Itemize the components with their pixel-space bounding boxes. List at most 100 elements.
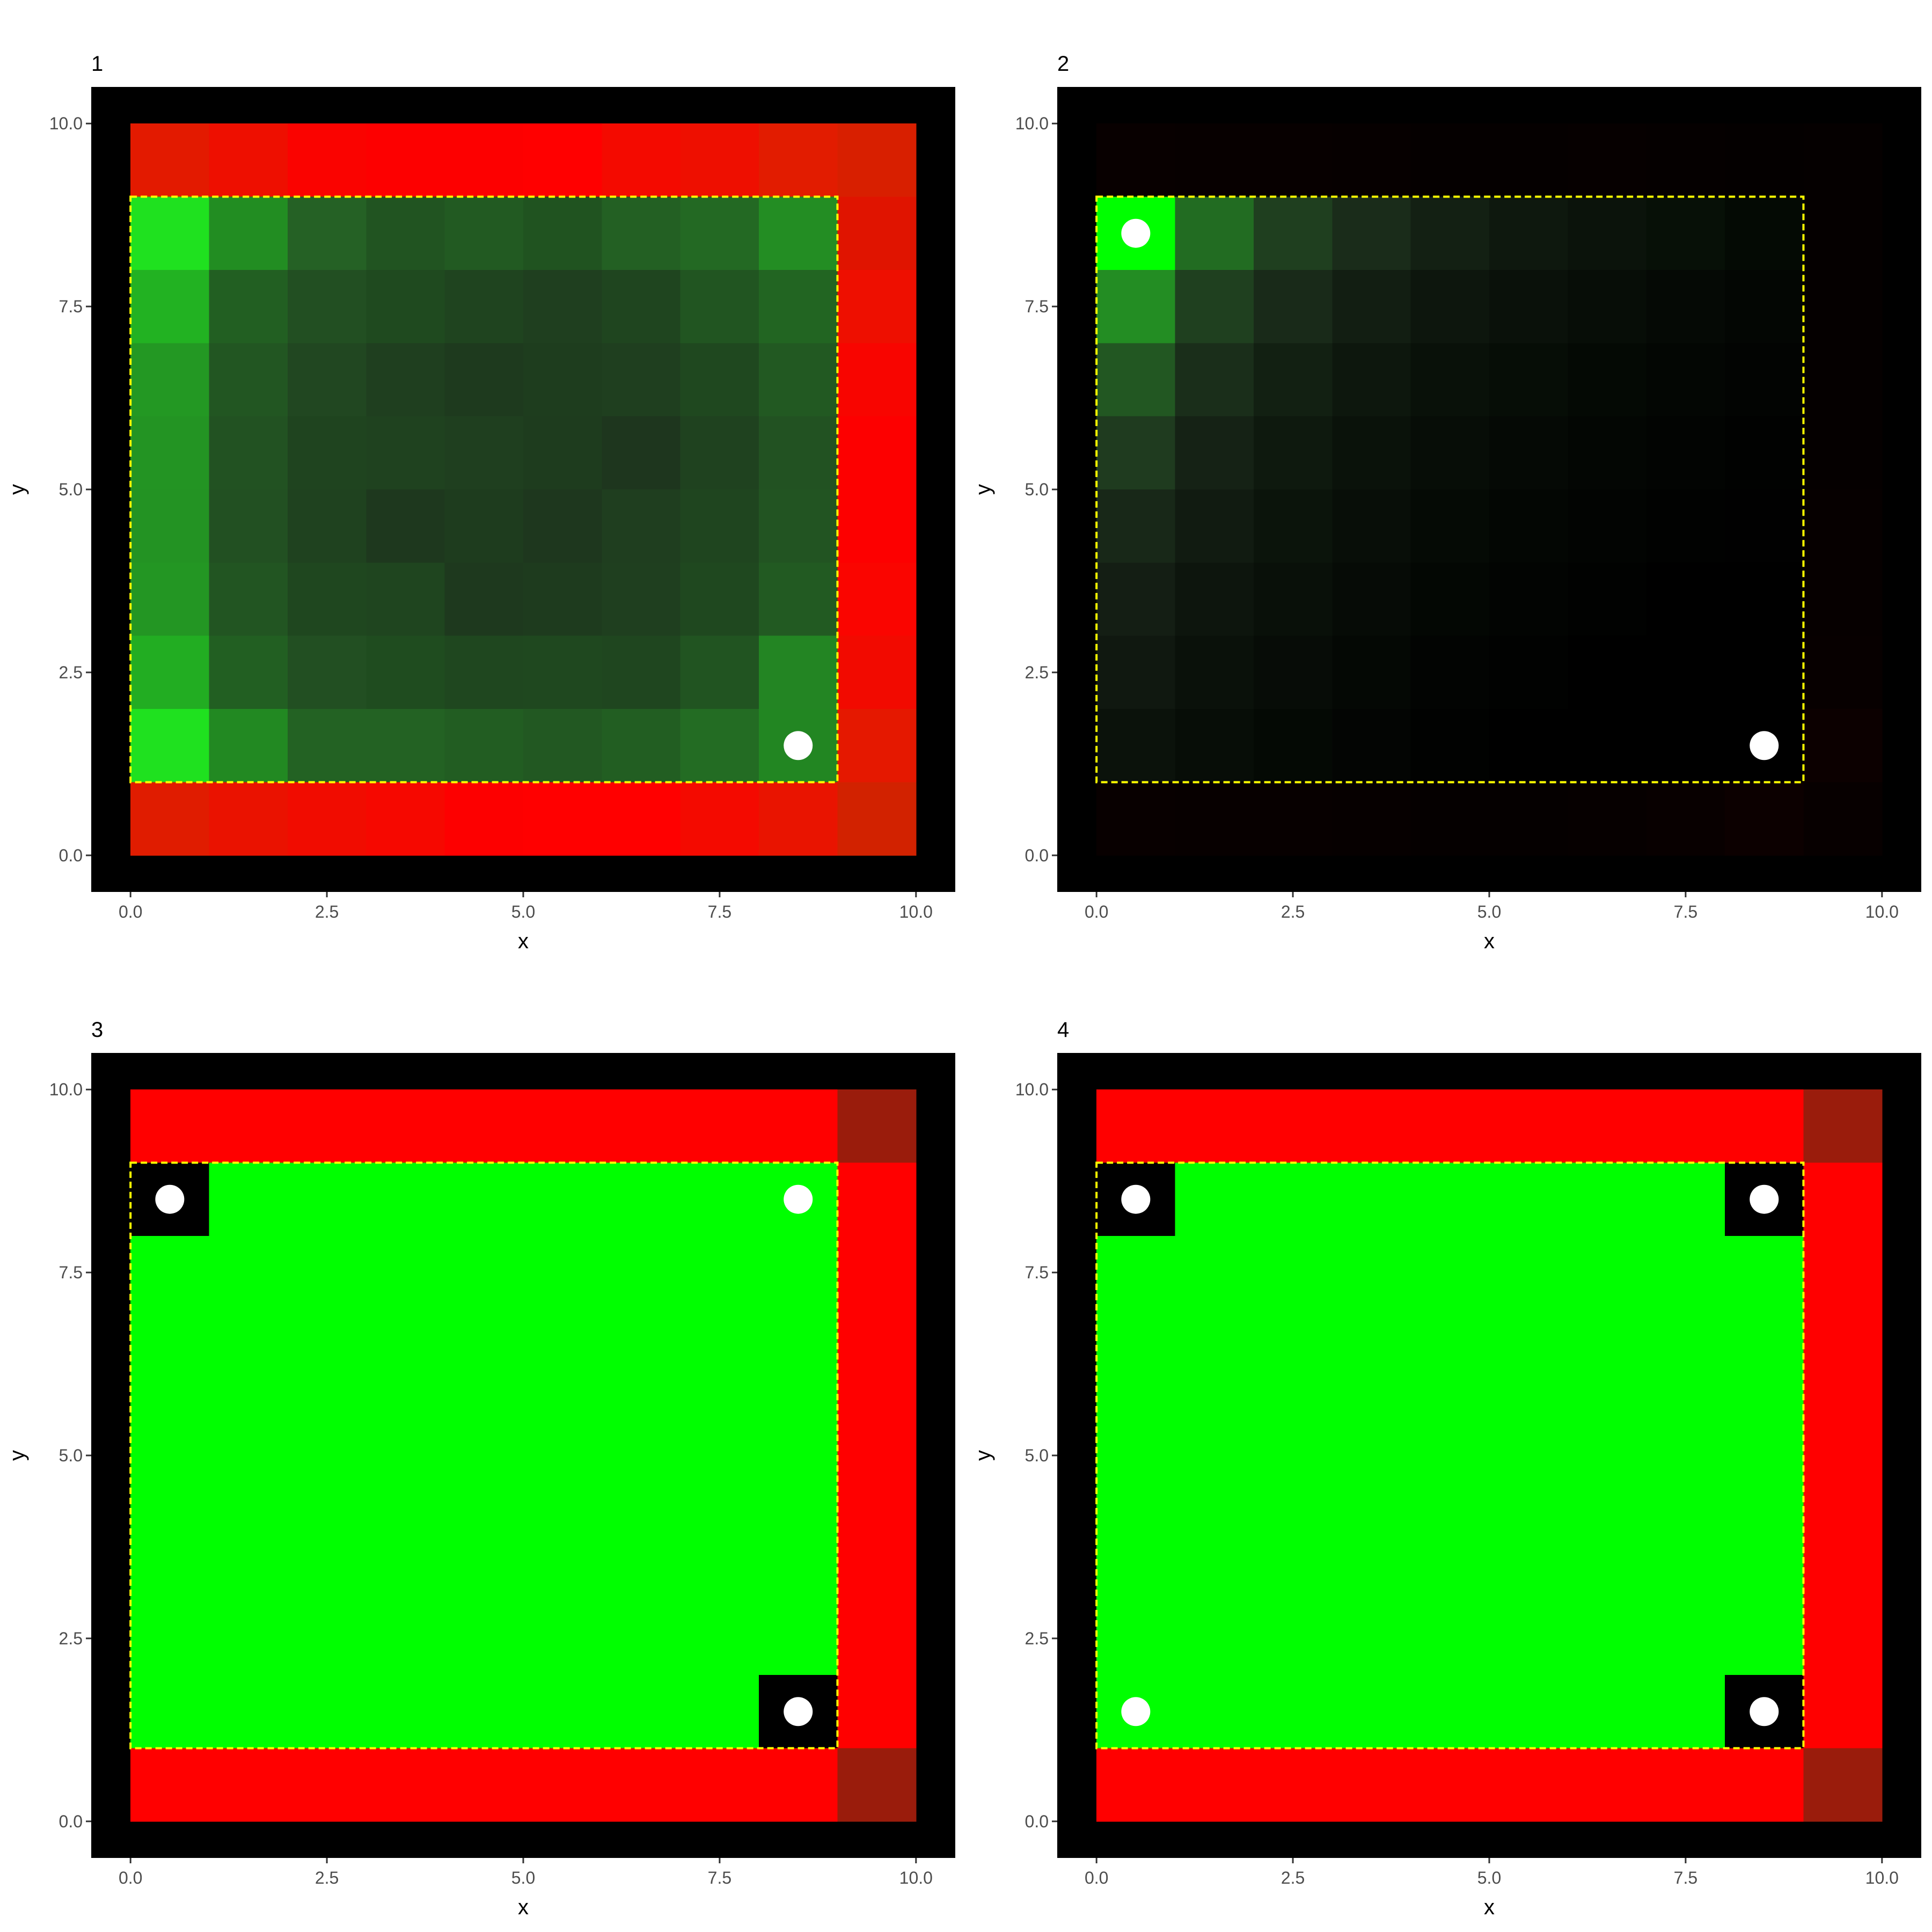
heatmap-cell [1253, 343, 1333, 417]
heatmap-cell [1253, 1675, 1333, 1749]
heatmap-cell [1410, 782, 1490, 856]
heatmap-cell [1489, 196, 1568, 270]
heatmap-cell [1803, 562, 1883, 636]
heatmap-cell [680, 1162, 759, 1236]
heatmap-cell [1253, 1382, 1333, 1456]
heatmap-cell [1489, 782, 1568, 856]
heatmap-cell [1489, 1235, 1568, 1309]
heatmap-cell [759, 416, 838, 490]
heatmap-cell [1253, 1455, 1333, 1529]
heatmap-cell [759, 1601, 838, 1675]
heatmap-cell [444, 1455, 524, 1529]
heatmap-cell [602, 123, 681, 197]
heatmap-cell [1253, 269, 1333, 343]
marker-point [1121, 1184, 1151, 1214]
heatmap-cell [1803, 269, 1883, 343]
y-tick-label: 2.5 [1025, 1629, 1049, 1648]
heatmap-cell [523, 562, 602, 636]
heatmap-cell [1803, 416, 1883, 490]
heatmap-cell [1646, 343, 1725, 417]
heatmap-cell [1410, 635, 1490, 709]
heatmap-cell [680, 635, 759, 709]
highlight-region [129, 195, 839, 784]
heatmap-cell [209, 1089, 288, 1163]
heatmap-cell [837, 1748, 917, 1822]
heatmap-cell [1646, 709, 1725, 783]
heatmap-cell [1175, 1748, 1254, 1822]
heatmap-cell [1175, 782, 1254, 856]
heatmap-cell [366, 343, 445, 417]
heatmap-cell [1568, 489, 1647, 563]
highlight-region [129, 1161, 839, 1750]
heatmap-cell [1489, 1748, 1568, 1822]
heatmap-cell [759, 123, 838, 197]
y-tick-label: 5.0 [59, 1446, 83, 1465]
heatmap-cell [444, 782, 524, 856]
heatmap-cell [209, 782, 288, 856]
heatmap-cell [209, 489, 288, 563]
heatmap-cell [1253, 1089, 1333, 1163]
highlight-region [1095, 1161, 1805, 1750]
heatmap-cell [1646, 1089, 1725, 1163]
marker-point [1121, 1697, 1151, 1726]
heatmap-cell [837, 562, 917, 636]
heatmap-cell [1489, 709, 1568, 783]
heatmap-cell [523, 635, 602, 709]
heatmap-cell [209, 343, 288, 417]
heatmap-cell [287, 782, 367, 856]
heatmap-cell [287, 1675, 367, 1749]
heatmap-cell [1568, 1089, 1647, 1163]
heatmap-cell [1253, 416, 1333, 490]
heatmap-cell [1725, 1601, 1804, 1675]
heatmap-cell [209, 1601, 288, 1675]
x-tick-label: 5.0 [1477, 1868, 1501, 1887]
heatmap-cell [444, 562, 524, 636]
heatmap-cell [1646, 635, 1725, 709]
heatmap-cell [287, 635, 367, 709]
heatmap-cell [444, 343, 524, 417]
heatmap-cell [1803, 1748, 1883, 1822]
heatmap-cell [680, 1382, 759, 1456]
y-tick-label: 0.0 [1025, 1812, 1049, 1831]
heatmap-cell [1096, 1089, 1176, 1163]
heatmap-cell [444, 1675, 524, 1749]
heatmap-cell [1646, 1748, 1725, 1822]
heatmap-cell [209, 196, 288, 270]
heatmap-cell [680, 1528, 759, 1602]
heatmap-cell [366, 1748, 445, 1822]
heatmap-cell [1096, 343, 1176, 417]
heatmap-cell [1175, 1162, 1254, 1236]
y-tick-label: 7.5 [59, 1263, 83, 1282]
heatmap-cell [1568, 1382, 1647, 1456]
heatmap-cell [837, 123, 917, 197]
x-tick-label: 7.5 [708, 1868, 731, 1887]
heatmap-cell [1332, 635, 1411, 709]
y-tick-label: 7.5 [1025, 1263, 1049, 1282]
chart-panel-3: 0.0 2.5 5.0 7.5 10.0 0.0 2.5 5.0 7.5 10.0 x y 3 [5, 1018, 955, 1919]
heatmap-cell [1803, 343, 1883, 417]
y-tick-label: 0.0 [59, 846, 83, 865]
heatmap-cell [1332, 196, 1411, 270]
heatmap-cell [1332, 1455, 1411, 1529]
heatmap-cell [523, 1162, 602, 1236]
heatmap-cell [209, 562, 288, 636]
heatmap-cell [366, 562, 445, 636]
heatmap-cell [759, 489, 838, 563]
heatmap-cell [1410, 196, 1490, 270]
y-axis-title: y [5, 1450, 29, 1461]
heatmap-cell [759, 269, 838, 343]
heatmap-cell [602, 1601, 681, 1675]
heatmap-cell [130, 123, 210, 197]
heatmap-cell [523, 1455, 602, 1529]
heatmap-cell [837, 635, 917, 709]
heatmap-cell [130, 1455, 210, 1529]
heatmap-cell [1568, 1162, 1647, 1236]
heatmap-cell [209, 269, 288, 343]
heatmap-cell [1253, 709, 1333, 783]
heatmap-cell [1725, 1455, 1804, 1529]
heatmap-cell [1489, 1309, 1568, 1383]
heatmap-cell [1410, 1162, 1490, 1236]
heatmap-cell [523, 1089, 602, 1163]
heatmap-cell [444, 1601, 524, 1675]
heatmap-cell [680, 123, 759, 197]
